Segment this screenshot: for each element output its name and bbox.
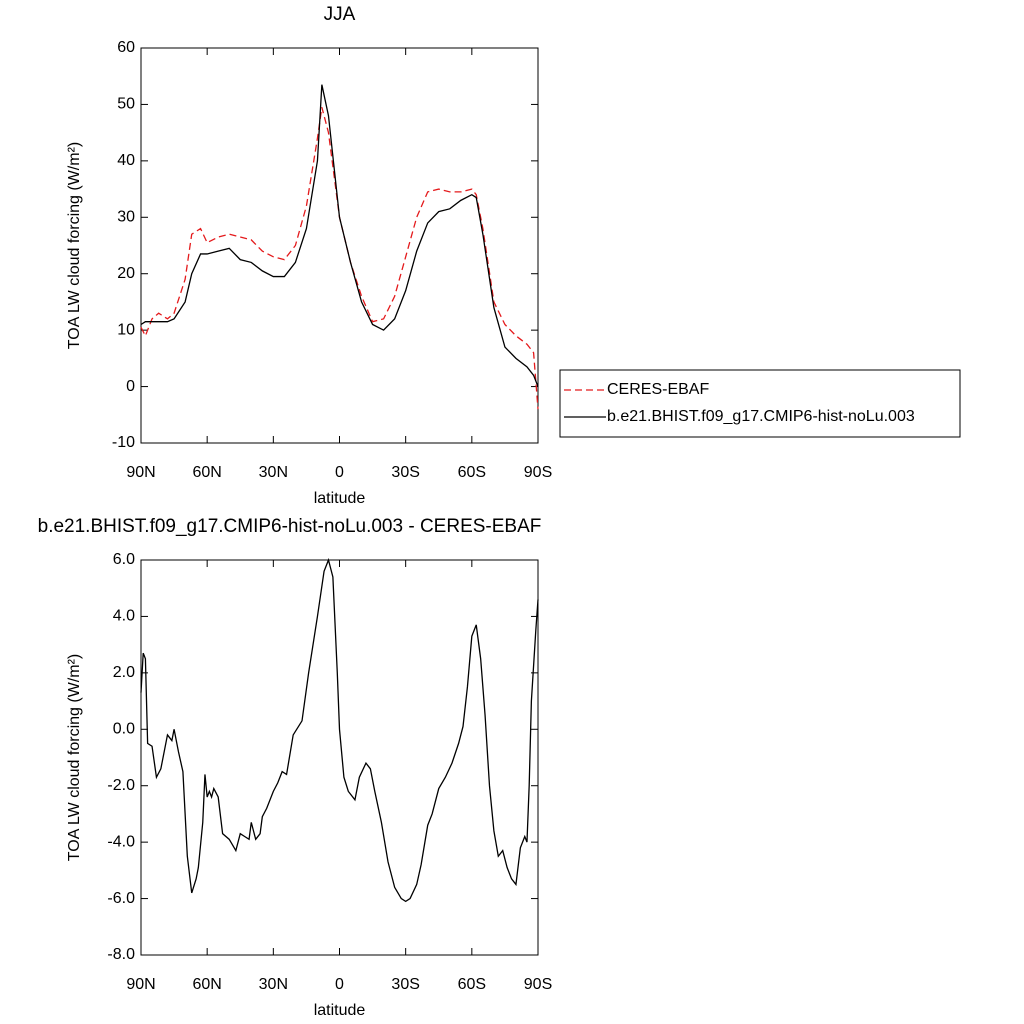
- y-tick-label: 60: [117, 39, 135, 56]
- x-tick-label: 30N: [259, 464, 288, 481]
- data-line: [140, 84, 539, 387]
- y-tick-label: 20: [117, 265, 135, 282]
- y-tick-label: -8.0: [107, 946, 135, 963]
- legend-box: [559, 369, 961, 438]
- x-tick-label: 30S: [391, 976, 419, 993]
- x-tick-label: 90N: [126, 464, 155, 481]
- chart-title: b.e21.BHIST.f09_g17.CMIP6-hist-noLu.003 …: [38, 516, 542, 537]
- y-tick-label: 40: [117, 152, 135, 169]
- x-axis-label: latitude: [314, 490, 366, 507]
- x-tick-label: 60S: [458, 976, 486, 993]
- x-tick-label: 0: [335, 464, 344, 481]
- y-tick-label: 2.0: [113, 664, 135, 681]
- x-tick-label: 90S: [524, 464, 552, 481]
- y-axis-label: TOA LW cloud forcing (W/m²): [66, 654, 83, 861]
- legend-label: b.e21.BHIST.f09_g17.CMIP6-hist-noLu.003: [607, 408, 915, 425]
- y-tick-label: -4.0: [107, 833, 135, 850]
- y-tick-label: 0.0: [113, 721, 135, 738]
- y-tick-label: 0: [126, 378, 135, 395]
- x-tick-label: 0: [335, 976, 344, 993]
- y-tick-label: -6.0: [107, 890, 135, 907]
- x-tick-label: 30S: [391, 464, 419, 481]
- plot-frame: [140, 47, 539, 444]
- x-tick-label: 90S: [524, 976, 552, 993]
- plot-frame: [140, 559, 539, 956]
- y-tick-label: 6.0: [113, 551, 135, 568]
- data-line: [140, 107, 539, 410]
- x-tick-label: 90N: [126, 976, 155, 993]
- y-tick-label: 50: [117, 96, 135, 113]
- y-tick-label: 10: [117, 321, 135, 338]
- x-tick-label: 60S: [458, 464, 486, 481]
- legend-label: CERES-EBAF: [607, 381, 709, 398]
- chart-title: JJA: [324, 4, 356, 25]
- x-tick-label: 60N: [192, 464, 221, 481]
- x-tick-label: 60N: [192, 976, 221, 993]
- y-tick-label: 4.0: [113, 608, 135, 625]
- y-axis-label: TOA LW cloud forcing (W/m²): [66, 142, 83, 349]
- y-tick-label: -2.0: [107, 777, 135, 794]
- y-tick-label: -10: [112, 434, 135, 451]
- y-tick-label: 30: [117, 209, 135, 226]
- x-tick-label: 30N: [259, 976, 288, 993]
- data-line: [140, 557, 539, 903]
- x-axis-label: latitude: [314, 1002, 366, 1019]
